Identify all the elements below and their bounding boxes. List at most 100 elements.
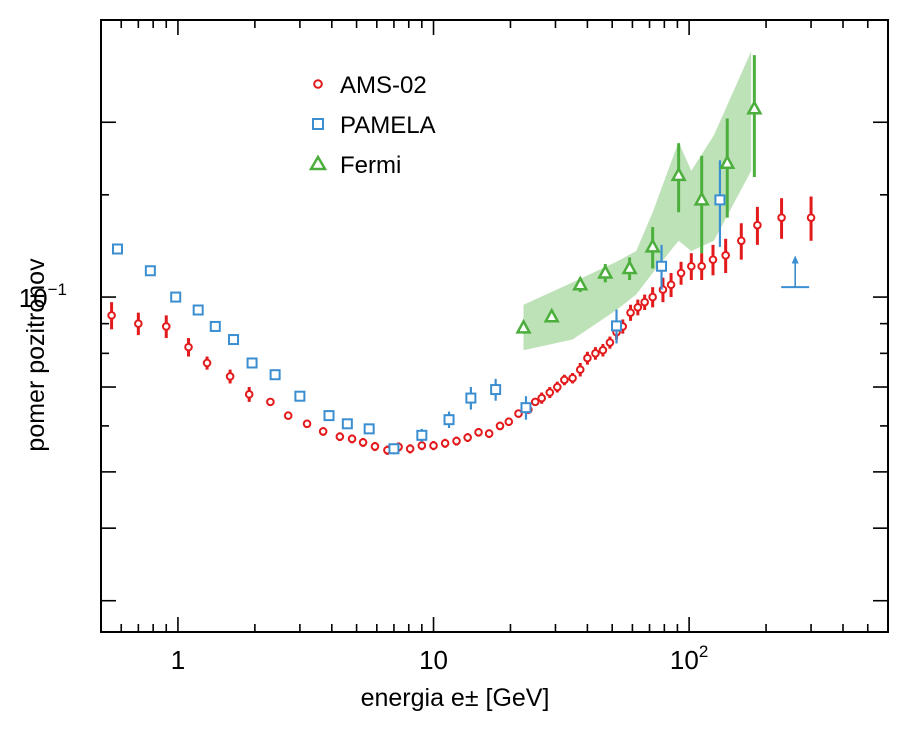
ams02-point [777,213,786,222]
ams02-point [514,409,523,418]
legend-marker-ams02 [313,79,323,89]
ams02-point [335,432,345,441]
fermi-point [670,166,687,182]
legend-marker-fermi [308,154,328,171]
ams02-point [358,438,368,447]
ams02-point [666,280,676,290]
ams02-point [134,319,143,328]
ams02-point [417,441,427,450]
legend-label: PAMELA [340,112,436,139]
ams02-point [806,213,816,222]
ams02-point [405,444,415,454]
ams02-point [484,429,494,438]
ams02-point [474,427,483,437]
ams02-point [575,365,585,374]
limit-arrow-head [791,255,799,264]
pamela-point [246,357,258,369]
pamela-point [714,194,726,206]
fermi-point [515,318,532,334]
pamela-point [611,320,623,332]
ams02-point [452,436,461,446]
x-tick-label: 10 [419,645,448,675]
ams02-point [347,434,357,444]
pamela-point [294,390,306,402]
pamela-point [520,402,532,414]
y-axis-title: pomer pozitrónov [22,258,50,452]
ams02-point [244,390,254,399]
plot-frame [100,19,889,633]
pamela-point [656,260,668,272]
ams02-point [495,421,505,431]
ams02-point [633,303,643,312]
ams02-point [676,268,686,278]
pamela-point [111,243,123,255]
ams02-point [266,397,275,407]
ams02-point [708,255,718,264]
ams02-point [318,427,328,436]
fermi-point [746,99,763,115]
pamela-point [228,334,240,346]
ams02-point [626,308,635,317]
fermi-point [719,154,736,169]
ams02-point [598,345,608,355]
axes: 1 10 102 10−1 [19,19,889,675]
pamela-point [192,304,204,316]
fermi-point [543,307,560,323]
fermi-point [572,275,589,291]
x-axis-title: energia e± [GeV] [361,684,550,712]
ams02-point [202,358,212,368]
ams02-point [568,373,577,383]
pamela-point [269,369,281,381]
ams02-point [463,433,472,442]
ams02-point [370,442,380,451]
ams02-point [736,236,746,246]
ams02-point [753,220,762,230]
ams02-point [553,382,562,392]
pamela-point [388,443,400,455]
annotations [781,255,810,289]
ams02-point [184,342,193,352]
ams02-point [721,251,730,260]
ams02-point [591,349,600,358]
pamela-point [144,265,156,277]
legend-label: AMS-02 [340,72,427,99]
pamela-point [443,414,455,426]
ams02-point [283,411,293,420]
ams02-point [583,353,592,363]
x-tick-label: 1 [171,645,185,675]
pamela-point [490,384,502,396]
pamela-point [465,392,477,404]
fermi-series [515,55,763,334]
ams02-point [605,338,615,347]
ams02-point [537,393,547,403]
ams02-point [429,441,438,450]
pamela-point [170,291,182,303]
ams02-point [697,261,706,271]
y-tick-label: 10−1 [19,280,67,313]
fermi-point [693,190,710,206]
ams02-point [530,397,540,407]
pamela-point [416,429,428,441]
ams02-point [687,261,696,271]
ams02-point [648,292,657,302]
ams02-point [107,311,116,320]
ams02-point [161,322,171,331]
legend-marker-pamela [312,118,324,130]
ams02-series [107,196,816,455]
pamela-point [323,410,335,422]
fermi-point [621,259,638,275]
fermi-point [644,237,661,253]
pamela-series [111,160,726,455]
pamela-point [209,320,221,332]
ams02-point [225,372,235,381]
ams02-point [640,297,649,307]
x-tick-label: 102 [670,642,708,675]
legend-label: Fermi [340,152,401,179]
pamela-point [363,423,375,435]
legend: AMS-02 PAMELA Fermi [308,72,436,179]
pamela-point [341,418,353,430]
ams02-point [302,419,312,429]
fermi-point [597,263,614,279]
ams02-point [440,439,450,448]
